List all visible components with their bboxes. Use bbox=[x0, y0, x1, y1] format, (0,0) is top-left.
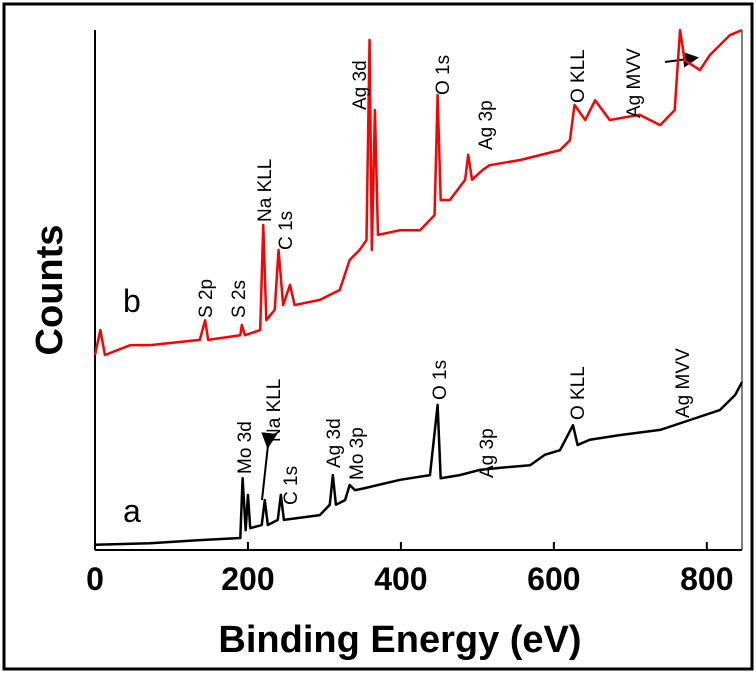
peak-label: Ag 3d bbox=[350, 60, 371, 110]
x-axis-label: Binding Energy (eV) bbox=[218, 619, 581, 661]
peak-label: Ag MVV bbox=[673, 348, 694, 418]
peak-label: Ag 3p bbox=[477, 428, 498, 478]
y-axis-label: Counts bbox=[29, 225, 71, 356]
peak-label: O 1s bbox=[433, 55, 454, 95]
peak-label: Ag 3d bbox=[324, 418, 345, 468]
x-tick-label: 200 bbox=[221, 561, 274, 597]
peak-label: C 1s bbox=[281, 466, 302, 505]
peak-label: Na KLL bbox=[255, 159, 276, 222]
arrow bbox=[261, 432, 278, 501]
series-label: a bbox=[123, 493, 141, 529]
peak-label: Ag 3p bbox=[476, 100, 497, 150]
peak-label: S 2s bbox=[229, 280, 250, 318]
peak-label: Na KLL bbox=[264, 379, 285, 442]
x-tick-label: 800 bbox=[680, 561, 733, 597]
peak-label: O 1s bbox=[430, 360, 451, 400]
peak-label: S 2p bbox=[196, 279, 217, 318]
peak-label: Mo 3p bbox=[347, 427, 368, 480]
x-tick-label: 0 bbox=[86, 561, 104, 597]
peak-label: O KLL bbox=[568, 49, 589, 103]
series-label: b bbox=[123, 283, 141, 319]
peak-label: Mo 3d bbox=[235, 421, 256, 474]
peak-label: O KLL bbox=[568, 366, 589, 420]
peak-label: Ag MVV bbox=[624, 48, 645, 118]
arrow bbox=[664, 51, 699, 68]
peak-label: C 1s bbox=[276, 211, 297, 250]
x-tick-label: 400 bbox=[374, 561, 427, 597]
series-line bbox=[93, 28, 743, 357]
x-tick-label: 600 bbox=[527, 561, 580, 597]
series-line bbox=[94, 381, 744, 547]
